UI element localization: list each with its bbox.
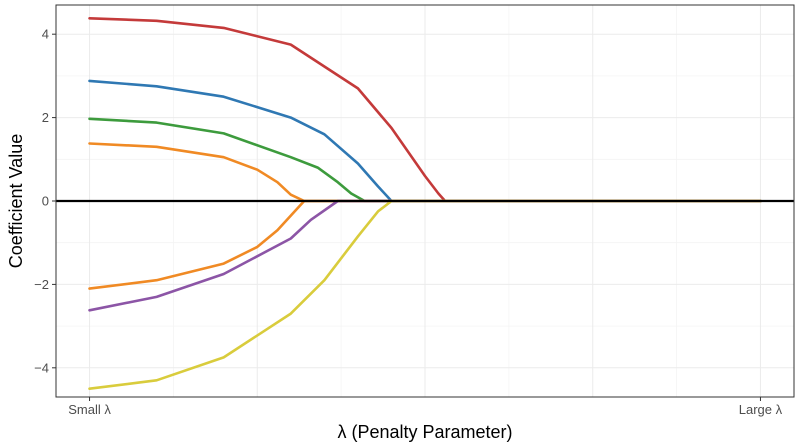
y-tick-label: −2 (34, 277, 49, 292)
y-tick-label: 0 (42, 194, 49, 209)
x-axis-ticks: Small λ Large λ (68, 397, 783, 417)
y-tick-label: 2 (42, 110, 49, 125)
x-tick-label: Small λ (68, 402, 111, 417)
y-tick-label: −4 (34, 360, 49, 375)
y-axis-ticks: −4 −2 0 2 4 (34, 27, 56, 375)
y-tick-label: 4 (42, 27, 49, 42)
x-axis-title: λ (Penalty Parameter) (337, 422, 512, 442)
y-axis-title: Coefficient Value (6, 134, 26, 268)
x-tick-label: Large λ (739, 402, 783, 417)
